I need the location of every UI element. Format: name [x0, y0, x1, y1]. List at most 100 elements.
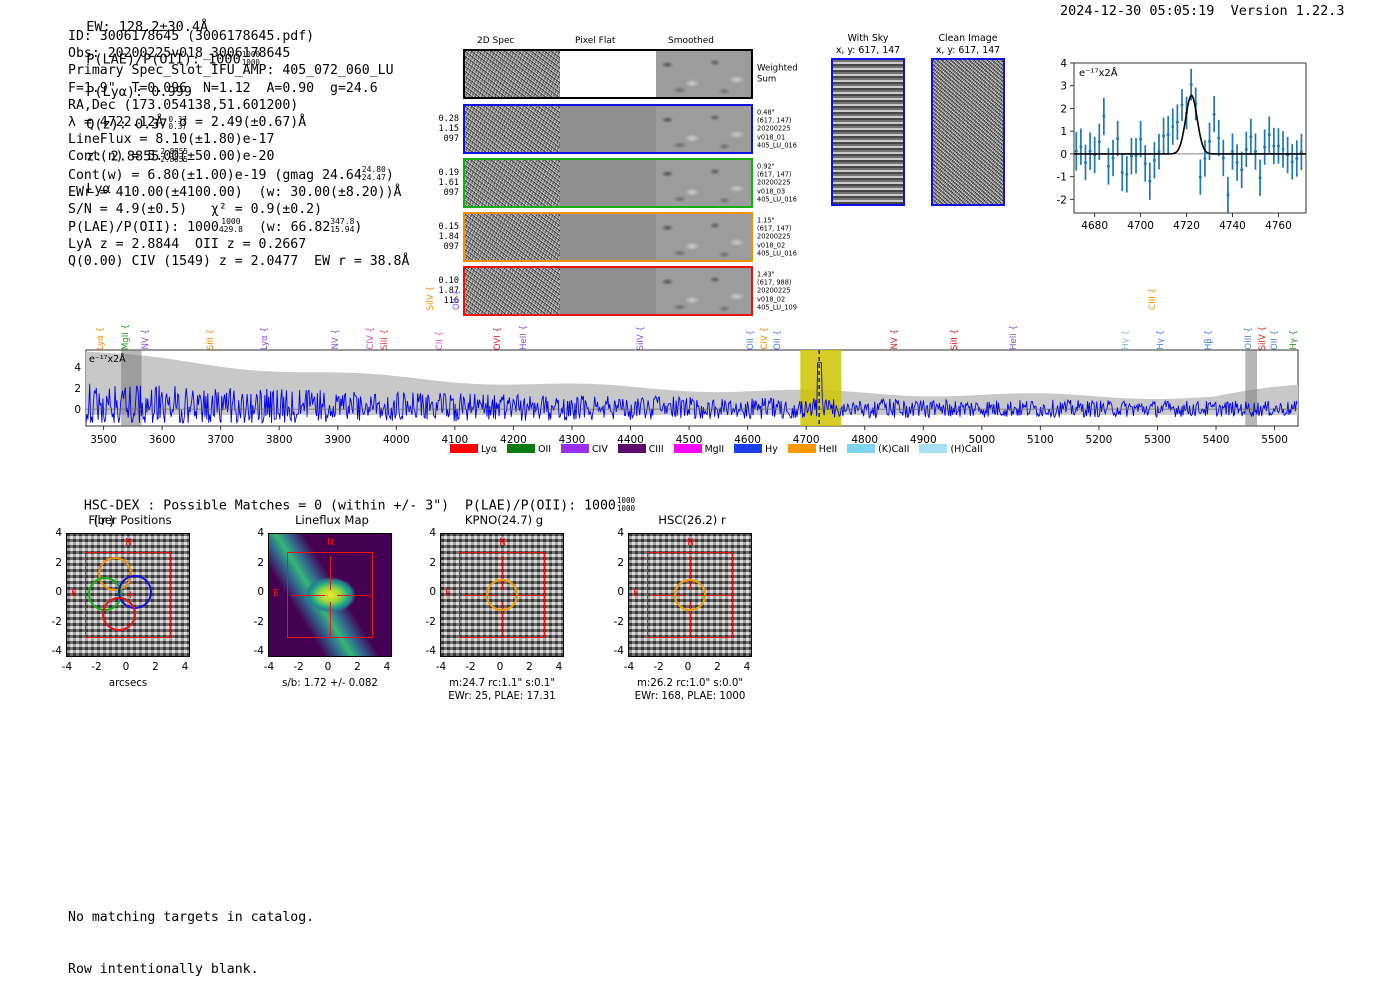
- clean-image-title: Clean Image: [938, 33, 998, 44]
- cutout-ytick-kpno-g-4: -4: [425, 645, 436, 657]
- info-primary-spec: Primary Spec_Slot_IFU_AMP: 405_072_060_L…: [68, 63, 394, 79]
- cutout-ytick-hsc-r-2: 0: [617, 586, 624, 598]
- cutout-xtick-fiber-positions-4: 4: [181, 661, 189, 673]
- svg-text:3800: 3800: [266, 434, 293, 446]
- svg-text:4700: 4700: [793, 434, 820, 446]
- hsc-dex-prefix: HSC-DEX : Possible Matches = 0 (within +…: [83, 498, 616, 514]
- legend-swatch-icon: [561, 444, 590, 453]
- legend-item-heii: HeII: [787, 444, 837, 455]
- legend-item-mgii: MgII: [673, 444, 724, 455]
- cutout-ytick-fiber-positions-3: -2: [51, 615, 62, 628]
- fiber-2-images: [463, 158, 753, 208]
- cutout-xtick-hsc-r-2: 0: [684, 661, 692, 673]
- catalog-aperture-circle: [674, 579, 706, 611]
- weighted-sum-images: [463, 49, 753, 99]
- cutout-xtick-kpno-g-4: 4: [555, 661, 563, 673]
- cutout-aperture-box: [647, 552, 733, 638]
- legend-swatch-icon: [507, 444, 536, 453]
- svg-text:0: 0: [1060, 149, 1067, 161]
- cell-2dspec-2: [465, 160, 561, 206]
- info-lineflux: LineFlux = 8.10(±1.80)e-17: [68, 132, 275, 148]
- cutout-ytick-fiber-positions-0: 4: [55, 527, 62, 539]
- weighted-sum-label: Weighted Sum: [757, 63, 798, 85]
- cell-pixelflat-4: [560, 268, 656, 314]
- montage-row-fiber-3: 0.15 1.84 097 1.15" (617, 147) 20200225 …: [439, 212, 797, 262]
- line-profile-zoom-svg: -2 -1 0 1 2 3 4 4680 4700 4720 4740 4760 e⁻¹⁷x2Å: [1057, 58, 1307, 232]
- cutout-image-fiber-positions[interactable]: N E +: [66, 533, 190, 657]
- cutout-xtick-hsc-r-4: 4: [743, 661, 751, 673]
- montage-row-fiber-2: 0.19 1.61 097 0.92" (617, 147) 20200225 …: [439, 158, 797, 208]
- cutout-title-hsc-r: HSC(26.2) r: [658, 513, 726, 527]
- svg-text:4200: 4200: [500, 434, 527, 446]
- svg-text:-1: -1: [1057, 172, 1067, 184]
- footer-line-2: Row intentionally blank.: [68, 962, 259, 978]
- legend-item-oii: OII: [507, 444, 551, 455]
- fiber-2-right-label: 0.92" (617, 147) 20200225 v018_03 405_LU…: [757, 162, 797, 204]
- montage-row-fiber-4: 0.10 1.87 116 1.43" (617, 988) 20200225 …: [439, 266, 797, 316]
- fiber-circle-4: [102, 597, 136, 631]
- cutout-ytick-hsc-r-3: -2: [613, 615, 624, 628]
- with-sky-coords: x, y: 617, 147: [835, 44, 901, 56]
- compass-east-label: E: [71, 588, 78, 599]
- legend-label: CIV: [592, 444, 608, 455]
- info-sn-chi2: S/N = 4.9(±0.5) χ² = 0.9(±0.2): [68, 201, 323, 217]
- crosshair-right: [337, 595, 371, 596]
- crosshair-top: [502, 556, 503, 590]
- info-lambda-sigma: λ = 4722.12Å σ = 2.49(±0.67)Å: [68, 115, 307, 131]
- info-cont-n: Cont(n) = 5.00(±50.00)e-20: [68, 149, 275, 165]
- header-plya: P(Lyα): 0.999: [86, 83, 192, 100]
- svg-text:4740: 4740: [1219, 220, 1246, 232]
- fiber-1-right-label: 0.48" (617, 147) 20200225 v018_01 405_LU…: [757, 108, 797, 150]
- cutout-ytick-lineflux-map-4: -4: [253, 645, 264, 657]
- header-summary-line: EW: 128.2±30.4Å P(LAE)/P(OII): 1000 1000 1…: [70, 3, 260, 197]
- cell-smoothed-sum: [655, 51, 751, 97]
- header-z-label: z: 2.8855: [86, 148, 160, 165]
- legend-swatch-icon: [617, 444, 646, 453]
- svg-text:4400: 4400: [617, 434, 644, 446]
- cutout-xtick-lineflux-map-3: 2: [354, 661, 361, 673]
- cutout-xtick-fiber-positions-2: 0: [122, 661, 130, 673]
- crosshair-right: [509, 595, 543, 596]
- svg-text:4680: 4680: [1081, 220, 1108, 232]
- cutout-xtick-kpno-g-0: -4: [435, 661, 447, 673]
- cutout-xtick-kpno-g-3: 2: [526, 661, 533, 673]
- cutout-xtick-lineflux-map-4: 4: [383, 661, 391, 673]
- svg-text:4760: 4760: [1265, 220, 1292, 232]
- hsc-dex-plae-range: 1000 1000: [616, 496, 636, 513]
- full-spectrum-plot: 0 2 4 3500 3600 3700 3800 3900 4000 4100 4200 4300 4…: [70, 340, 1310, 450]
- legend-item-civ: CIV: [561, 444, 608, 455]
- catalog-aperture-circle: [486, 579, 518, 611]
- cutout-ytick-lineflux-map-1: 2: [257, 556, 264, 569]
- hsc-dex-suffix: (r): [91, 513, 116, 529]
- compass-east-label: E: [273, 588, 280, 599]
- cutout-ytick-kpno-g-3: -2: [425, 615, 436, 628]
- cell-smoothed-4: [655, 268, 751, 314]
- cell-smoothed-1: [655, 106, 751, 152]
- fiber-3-left-label: 0.15 1.84 097: [438, 222, 459, 252]
- legend-item-hcaii: (H)CaII: [919, 444, 983, 455]
- cutout-xtick-fiber-positions-0: -4: [61, 661, 73, 673]
- line-label-top-ciii-2: CIII {: [1147, 288, 1158, 310]
- crosshair-bottom: [690, 602, 691, 636]
- timestamp-version: 2024-12-30 05:05:19 Version 1.22.3: [1060, 3, 1345, 19]
- svg-text:4500: 4500: [676, 434, 703, 446]
- with-sky-image: [831, 58, 905, 206]
- line-label-top-oii-1: OII {: [452, 289, 463, 310]
- legend-item-ly: Lyα: [450, 444, 497, 455]
- cutout-aperture-box: [459, 552, 545, 638]
- cutout-xtick-lineflux-map-2: 0: [324, 661, 332, 673]
- header-z-range: 2.8855 2.8855: [160, 147, 188, 164]
- legend-label: (H)CaII: [950, 444, 983, 455]
- legend-swatch-icon: [673, 444, 702, 453]
- legend-swatch-icon: [450, 444, 478, 453]
- info-fwhm-throughput: F=1.9" T=0.096 N=1.12 A=0.90 g=24.6: [68, 80, 378, 96]
- cutout-caption-lineflux-map: s/b: 1.72 +/- 0.082: [282, 678, 378, 689]
- header-plae-range: 1000 1000: [241, 50, 260, 67]
- cutout-ytick-lineflux-map-3: -2: [253, 615, 264, 628]
- cutout-caption-fiber-positions: arcsecs: [108, 678, 148, 689]
- fiber-1-images: [463, 104, 753, 154]
- cell-2dspec-1: [465, 106, 561, 152]
